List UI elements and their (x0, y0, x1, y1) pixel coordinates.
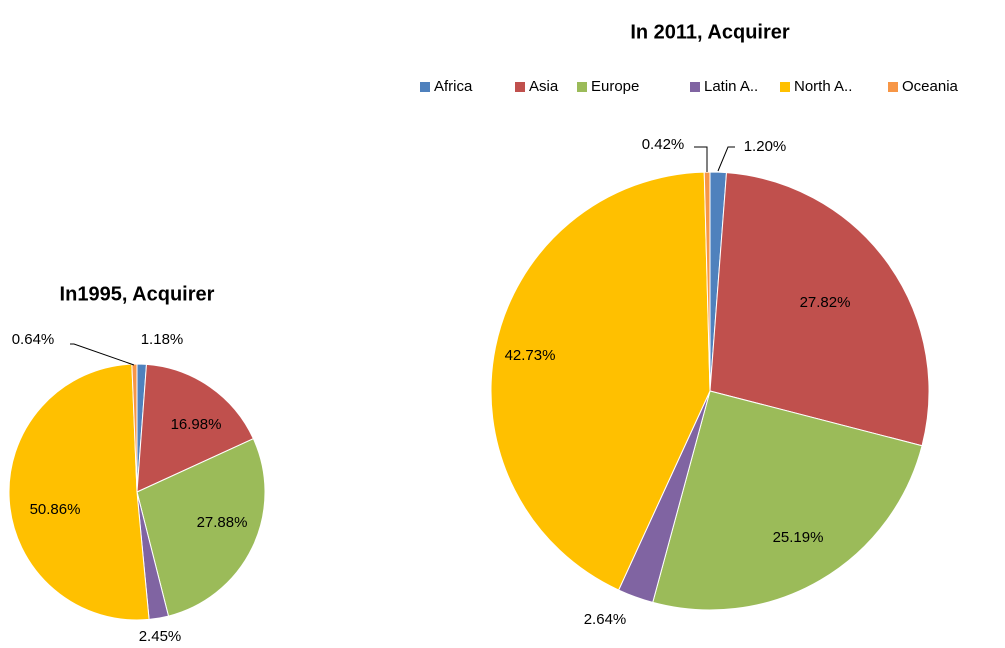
pie-slice (652, 390, 923, 611)
pie-slice (703, 171, 711, 392)
legend-label: North A.. (794, 78, 852, 95)
legend-swatch (577, 82, 587, 92)
pie-slice (709, 172, 930, 447)
data-label: 2.45% (139, 628, 182, 645)
data-label: 0.64% (12, 331, 55, 348)
pie-slice (490, 171, 711, 591)
legend-swatch (515, 82, 525, 92)
chart-title: In 2011, Acquirer (630, 21, 790, 43)
legend-swatch (888, 82, 898, 92)
data-label: 16.98% (171, 416, 222, 433)
data-label: 42.73% (505, 347, 556, 364)
legend-label: Oceania (902, 78, 959, 95)
pie-slice (136, 438, 266, 617)
chart-title: In1995, Acquirer (60, 283, 215, 305)
data-label: 1.18% (141, 331, 184, 348)
data-label: 27.88% (197, 514, 248, 531)
data-label: 27.82% (800, 294, 851, 311)
legend-swatch (420, 82, 430, 92)
legend-label: Asia (529, 78, 559, 95)
data-label: 50.86% (30, 501, 81, 518)
data-label: 25.19% (773, 529, 824, 546)
pie-slice (8, 363, 150, 621)
legend-swatch (780, 82, 790, 92)
legend-label: Africa (434, 78, 473, 95)
leader-line (694, 146, 708, 172)
legend-swatch (690, 82, 700, 92)
data-label: 2.64% (584, 611, 627, 628)
pie-slice (136, 363, 255, 493)
legend-label: Europe (591, 78, 639, 95)
leader-line (70, 343, 135, 366)
legend-label: Latin A.. (704, 78, 758, 95)
data-label: 1.20% (744, 138, 787, 155)
data-label: 0.42% (642, 136, 685, 153)
leader-line (717, 146, 735, 172)
